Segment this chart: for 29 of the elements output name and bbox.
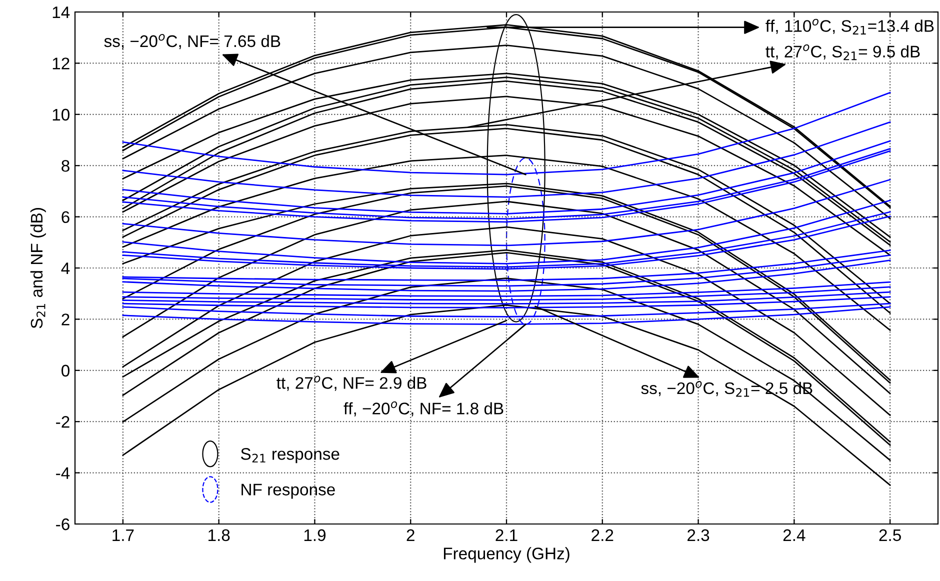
legend-label: NF response: [242, 484, 335, 499]
y-tick-label: -2: [56, 416, 70, 428]
x-tick-label: 2.3: [688, 529, 710, 542]
x-tick-label: 1.9: [304, 529, 326, 542]
annotation: ff, −20$^{o}$C, NF= 1.8 dB: [344, 401, 504, 416]
x-tick-label: 2.4: [783, 529, 806, 541]
x-tick-label: 1.7: [112, 529, 134, 541]
x-tick-label: 2: [406, 529, 414, 541]
legend-label: S$_{21}$ response: [240, 448, 340, 464]
y-tick-label: -4: [56, 467, 70, 479]
y-tick-label: 2: [62, 314, 70, 326]
annotation: ff, 110$^{o}$C, S$_{21}$=13.4 dB: [766, 18, 934, 34]
y-axis-title: S$_{21}$ and NF (dB): [30, 208, 46, 328]
annotation: tt, 27$^{o}$C, S$_{21}$= 9.5 dB: [766, 44, 920, 60]
y-tick-label: -6: [56, 518, 70, 530]
y-tick-label: 12: [52, 58, 70, 70]
x-tick-label: 2.5: [879, 529, 901, 542]
x-tick-label: 2.2: [592, 529, 614, 541]
x-tick-label: 1.8: [208, 529, 230, 542]
annotation: tt, 27$^{o}$C, NF= 2.9 dB: [276, 376, 426, 391]
y-tick-label: 14: [52, 6, 70, 18]
x-tick-label: 2.1: [496, 529, 518, 541]
y-tick-label: 6: [62, 211, 70, 224]
y-tick-label: 10: [52, 108, 70, 121]
y-tick-label: 4: [61, 262, 70, 274]
y-tick-label: 8: [62, 160, 70, 172]
x-axis-title: Frequency (GHz): [444, 547, 570, 563]
y-tick-label: 0: [62, 364, 70, 377]
annotation: ss, −20$^{o}$C, NF= 7.65 dB: [104, 34, 280, 50]
